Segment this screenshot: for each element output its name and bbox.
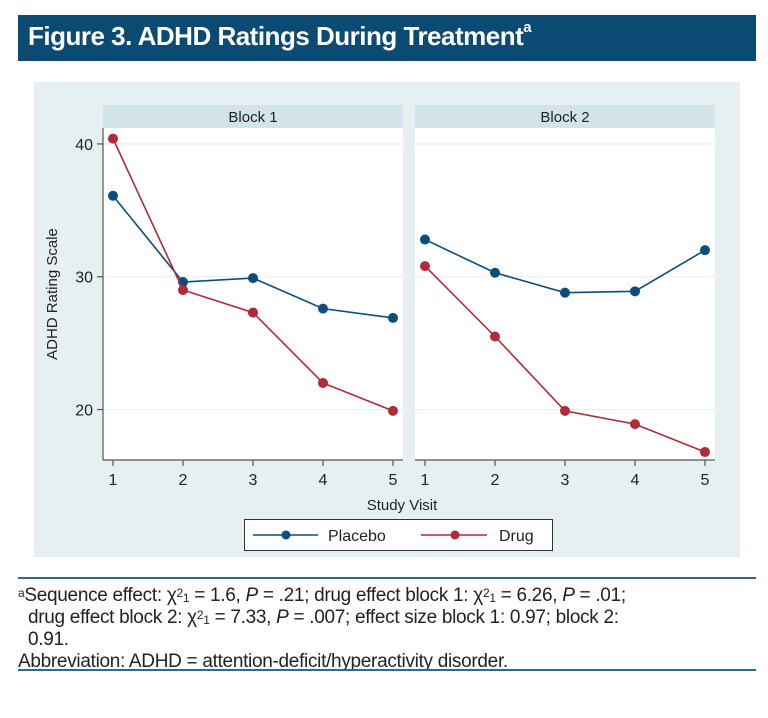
footnote-marker: a [18, 586, 25, 600]
footnote-line-2: drug effect block 2: χ21 = 7.33, P = .00… [18, 607, 758, 629]
x-ticks-block-1: 1 2 3 4 5 [109, 460, 398, 489]
fn-sup: 2 [196, 608, 204, 622]
figure-title-footnote-marker: a [523, 19, 532, 36]
data-point-drug [178, 285, 188, 296]
y-tick-label: 20 [75, 403, 93, 420]
panel-block-2: Block 2 1 2 3 4 5 [415, 105, 715, 489]
legend-drug-marker [450, 530, 460, 540]
x-tick-label: 3 [561, 472, 570, 489]
footnote-bottom-rule [18, 669, 756, 671]
data-point-drug [318, 377, 328, 388]
legend: Placebo Drug [244, 519, 553, 551]
panel-header-block-1 [103, 105, 403, 128]
legend-item-drug: Drug [421, 528, 534, 545]
y-tick-label: 40 [75, 137, 93, 154]
data-point-drug [560, 405, 570, 416]
panel-title-block-2: Block 2 [540, 109, 589, 126]
fn-sup: 2 [176, 586, 184, 600]
footnote: aSequence effect: χ21 = 1.6, P = .21; dr… [18, 585, 758, 673]
panel-block-1: Block 1 20 30 40 1 2 3 4 5 [75, 105, 403, 489]
data-point-placebo [630, 286, 640, 297]
fn-text: Sequence effect: χ [24, 585, 177, 606]
footnote-line-3: 0.91. [28, 629, 69, 650]
data-point-drug [420, 261, 430, 272]
x-tick-label: 4 [319, 472, 328, 489]
legend-placebo-label: Placebo [328, 528, 386, 545]
data-point-drug [700, 447, 710, 458]
x-tick-label: 5 [701, 472, 710, 489]
x-ticks-block-2: 1 2 3 4 5 [421, 460, 710, 489]
data-point-drug [490, 331, 500, 342]
fn-italic: P [276, 607, 289, 628]
fn-text: drug effect block 2: χ [28, 607, 197, 628]
fn-italic: P [245, 585, 258, 606]
x-tick-label: 2 [179, 472, 188, 489]
footnote-line-1: aSequence effect: χ21 = 1.6, P = .21; dr… [18, 585, 758, 607]
x-tick-label: 2 [491, 472, 500, 489]
data-point-placebo [248, 273, 258, 284]
fn-text: = 7.33, [209, 607, 277, 628]
x-axis-label: Study Visit [367, 497, 438, 514]
data-point-placebo [700, 245, 710, 256]
panel-header-block-2 [415, 105, 715, 128]
legend-item-placebo: Placebo [253, 528, 386, 545]
data-point-placebo [108, 190, 118, 201]
fn-text: = .01; [574, 585, 627, 606]
y-ticks: 20 30 40 [75, 137, 103, 420]
fn-sub: 1 [182, 591, 190, 605]
fn-sub: 1 [489, 591, 496, 605]
fn-italic: P [562, 585, 575, 606]
plot-area-block-1 [103, 128, 403, 460]
fn-sup: 2 [482, 586, 490, 600]
footnote-abbreviation: Abbreviation: ADHD = attention-deficit/h… [18, 651, 508, 672]
data-point-drug [630, 419, 640, 430]
fn-text: = .007; effect size block 1: 0.97; block… [288, 607, 619, 628]
fn-text: = 1.6, [189, 585, 246, 606]
panel-title-block-1: Block 1 [228, 109, 277, 126]
fn-sub: 1 [203, 613, 210, 627]
data-point-placebo [388, 312, 398, 323]
legend-drug-label: Drug [499, 528, 534, 545]
data-point-placebo [420, 234, 430, 245]
series-block-1 [108, 133, 398, 416]
x-tick-label: 4 [631, 472, 640, 489]
legend-placebo-marker [281, 530, 291, 540]
figure-title-text: Figure 3. ADHD Ratings During Treatment [28, 21, 524, 51]
footnote-top-rule [18, 577, 756, 579]
x-tick-label: 1 [109, 472, 118, 489]
figure-title-bar: Figure 3. ADHD Ratings During Treatmenta [18, 15, 756, 61]
data-point-placebo [560, 287, 570, 298]
data-point-drug [108, 133, 118, 144]
data-point-drug [388, 405, 398, 416]
data-point-drug [248, 307, 258, 318]
data-point-placebo [318, 303, 328, 314]
x-tick-label: 5 [389, 472, 398, 489]
fn-text: = 6.26, [495, 585, 563, 606]
x-tick-label: 1 [421, 472, 430, 489]
y-tick-label: 30 [75, 270, 93, 287]
y-axis-label: ADHD Rating Scale [44, 228, 61, 360]
data-point-placebo [490, 267, 500, 278]
x-tick-label: 3 [249, 472, 258, 489]
series-block-2 [420, 234, 710, 458]
figure-title: Figure 3. ADHD Ratings During Treatmenta [28, 19, 532, 52]
fn-text: = .21; drug effect block 1: χ [257, 585, 483, 606]
